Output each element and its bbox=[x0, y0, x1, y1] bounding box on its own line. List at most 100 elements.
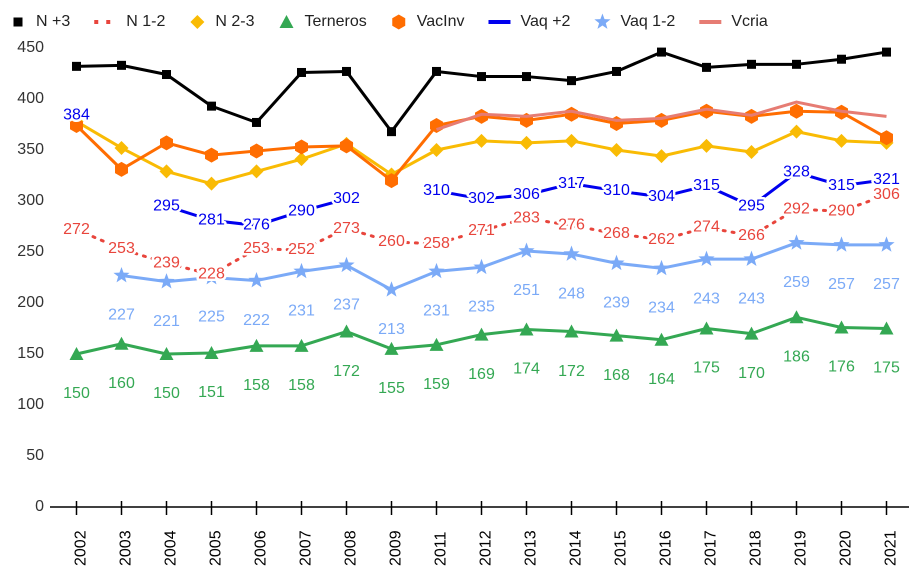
legend-item: VacInv bbox=[392, 13, 464, 30]
series bbox=[72, 47, 891, 137]
data-label: 290 bbox=[288, 202, 315, 219]
data-label: 257 bbox=[873, 276, 900, 293]
legend-item: N 1-2 bbox=[94, 13, 165, 30]
data-label: 227 bbox=[108, 307, 135, 324]
marker bbox=[567, 76, 576, 86]
data-label: 160 bbox=[108, 375, 135, 392]
x-tick-label: 2013 bbox=[523, 530, 540, 566]
marker bbox=[474, 327, 489, 341]
marker bbox=[190, 15, 205, 29]
series-line bbox=[121, 241, 887, 292]
y-tick-label: 0 bbox=[35, 498, 44, 515]
y-tick-label: 400 bbox=[17, 90, 44, 107]
marker bbox=[608, 254, 625, 271]
marker bbox=[792, 59, 801, 69]
data-label: 221 bbox=[153, 313, 180, 330]
data-label: 237 bbox=[333, 296, 360, 313]
data-label: 243 bbox=[693, 290, 720, 307]
x-tick-label: 2014 bbox=[568, 530, 585, 566]
marker bbox=[612, 66, 621, 76]
x-tick-label: 2009 bbox=[388, 530, 405, 566]
data-label: 225 bbox=[198, 309, 225, 326]
marker bbox=[878, 236, 895, 252]
x-tick-label: 2006 bbox=[253, 530, 270, 566]
marker bbox=[879, 321, 894, 335]
data-label: 304 bbox=[648, 188, 675, 205]
marker bbox=[698, 250, 715, 267]
data-label: 260 bbox=[378, 233, 405, 250]
legend-item: Vcria bbox=[699, 13, 768, 30]
marker bbox=[834, 133, 849, 148]
legend-item: Terneros bbox=[279, 13, 367, 30]
marker bbox=[113, 266, 130, 283]
marker bbox=[158, 273, 175, 289]
marker bbox=[700, 103, 713, 119]
data-label: 315 bbox=[828, 177, 855, 194]
series bbox=[69, 310, 894, 360]
marker bbox=[789, 124, 804, 139]
data-label: 243 bbox=[738, 290, 765, 307]
marker bbox=[565, 106, 578, 122]
data-label: 159 bbox=[423, 376, 450, 393]
marker bbox=[248, 272, 265, 288]
marker bbox=[385, 173, 398, 189]
data-label: 259 bbox=[783, 274, 810, 291]
data-label: 151 bbox=[198, 384, 225, 401]
marker bbox=[654, 332, 669, 346]
marker bbox=[160, 135, 173, 151]
marker bbox=[609, 143, 624, 157]
legend-item: N 2-3 bbox=[190, 13, 255, 30]
y-tick-label: 250 bbox=[17, 243, 44, 260]
data-label: 276 bbox=[558, 217, 585, 234]
marker bbox=[340, 138, 353, 154]
data-label: 315 bbox=[693, 177, 720, 194]
marker bbox=[747, 59, 756, 69]
data-label: 290 bbox=[828, 202, 855, 219]
data-label: 302 bbox=[333, 190, 360, 207]
marker bbox=[474, 133, 489, 148]
x-tick-label: 2019 bbox=[793, 530, 810, 566]
marker bbox=[655, 112, 668, 128]
y-tick-label: 450 bbox=[17, 39, 44, 56]
data-label: 251 bbox=[513, 282, 540, 299]
marker bbox=[653, 259, 670, 276]
marker bbox=[834, 320, 849, 334]
marker bbox=[743, 250, 760, 267]
marker bbox=[429, 337, 444, 351]
data-label: 155 bbox=[378, 380, 405, 397]
marker bbox=[338, 256, 355, 273]
marker bbox=[702, 62, 711, 72]
marker bbox=[473, 258, 490, 275]
marker bbox=[204, 176, 219, 191]
marker bbox=[249, 338, 264, 352]
marker bbox=[279, 15, 294, 28]
data-label: 306 bbox=[513, 186, 540, 203]
legend-item: Vaq +2 bbox=[488, 13, 571, 30]
marker bbox=[249, 164, 264, 179]
marker bbox=[339, 324, 354, 338]
data-label: 150 bbox=[63, 385, 90, 402]
x-tick-label: 2016 bbox=[658, 530, 675, 566]
marker bbox=[519, 322, 534, 336]
marker bbox=[294, 152, 309, 167]
marker bbox=[744, 326, 759, 340]
marker bbox=[114, 336, 129, 350]
marker bbox=[69, 347, 84, 360]
marker bbox=[392, 14, 406, 30]
data-label: 310 bbox=[423, 182, 450, 199]
marker bbox=[117, 60, 126, 70]
marker bbox=[475, 108, 488, 124]
data-label: 274 bbox=[693, 219, 720, 236]
data-label: 222 bbox=[243, 312, 270, 329]
data-label: 228 bbox=[198, 266, 225, 283]
series bbox=[436, 100, 887, 132]
marker bbox=[833, 236, 850, 252]
data-label: 268 bbox=[603, 225, 630, 242]
data-label: 172 bbox=[333, 363, 360, 380]
data-label: 239 bbox=[603, 294, 630, 311]
data-label: 174 bbox=[513, 361, 540, 378]
x-tick-label: 2020 bbox=[838, 530, 855, 566]
data-label: 321 bbox=[873, 171, 900, 188]
marker bbox=[70, 118, 83, 134]
